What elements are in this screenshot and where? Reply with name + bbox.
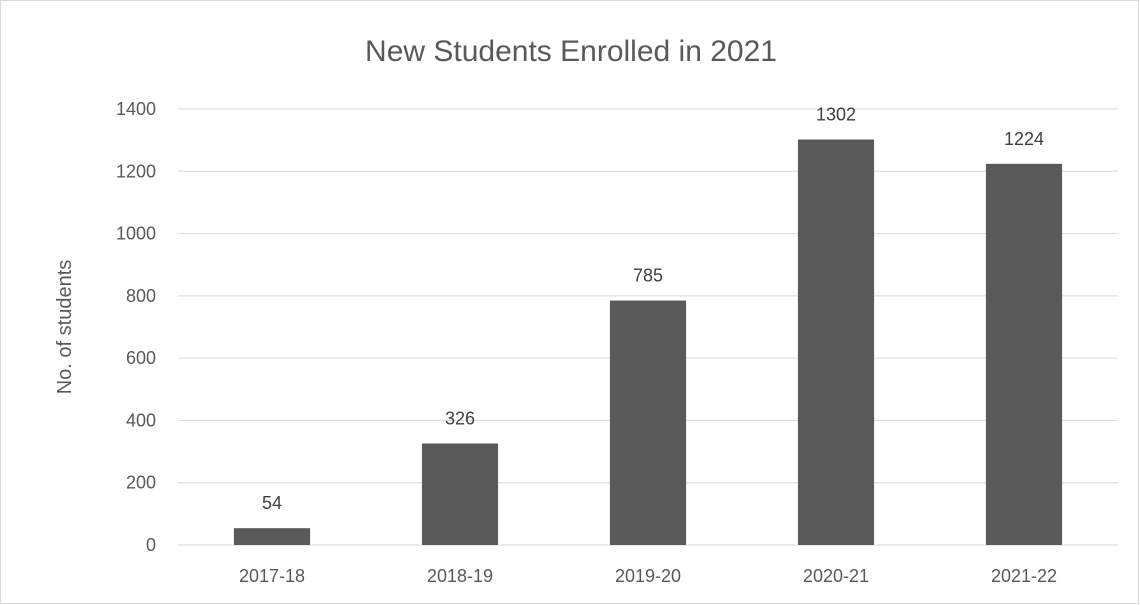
x-axis-ticks: 2017-18 2018-19 2019-20 2020-21 2021-22 [239, 566, 1057, 586]
y-tick-label: 800 [126, 286, 156, 306]
data-label-2018-19: 326 [445, 408, 475, 428]
bar-2021-22 [985, 163, 1063, 545]
y-tick-label: 1400 [116, 99, 156, 119]
y-axis-label: No. of students [54, 260, 76, 395]
chart-title: New Students Enrolled in 2021 [365, 35, 777, 68]
bars [233, 139, 1063, 545]
y-tick-label: 1000 [116, 224, 156, 244]
data-label-2020-21: 1302 [816, 105, 856, 125]
y-tick-label: 1200 [116, 161, 156, 181]
x-tick-label-2018-19: 2018-19 [427, 566, 493, 586]
bar-2019-20 [609, 300, 687, 545]
data-label-2019-20: 785 [633, 266, 663, 286]
x-tick-label-2017-18: 2017-18 [239, 566, 305, 586]
x-tick-label-2020-21: 2020-21 [803, 566, 869, 586]
data-label-2017-18: 54 [262, 493, 282, 513]
bar-2017-18 [233, 528, 311, 545]
y-tick-label: 400 [126, 410, 156, 430]
y-axis-ticks: 0 200 400 600 800 1000 1200 1400 [116, 99, 156, 555]
data-labels: 54 326 785 1302 1224 [262, 105, 1044, 514]
y-tick-label: 200 [126, 473, 156, 493]
y-tick-label: 0 [146, 535, 156, 555]
bar-2020-21 [797, 139, 875, 545]
y-tick-label: 600 [126, 348, 156, 368]
x-tick-label-2021-22: 2021-22 [991, 566, 1057, 586]
data-label-2021-22: 1224 [1004, 129, 1044, 149]
bar-2018-19 [421, 443, 499, 545]
x-tick-label-2019-20: 2019-20 [615, 566, 681, 586]
